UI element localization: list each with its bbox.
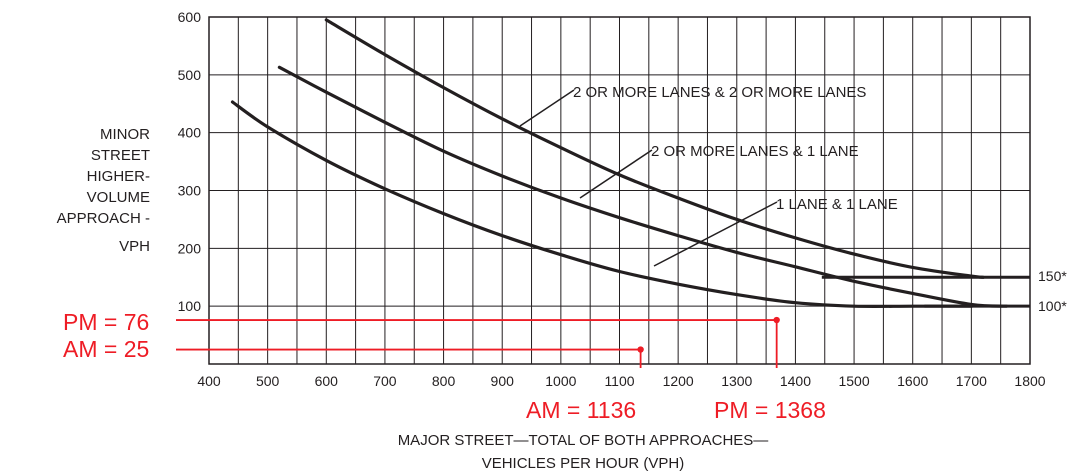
x-tick-label: 1100 [604,373,634,389]
y-axis-label-line: VOLUME [87,189,150,206]
y-axis-label-line: HIGHER- [87,168,150,185]
curve-1-1-lane [230,100,973,309]
y-tick-label: 300 [178,183,202,199]
x-tick-label: 1700 [956,373,987,389]
y-tick-label: 600 [178,9,202,25]
curve-2more-1-lane [277,65,1009,308]
y-axis-label: MINOR STREET HIGHER- VOLUME APPROACH - V… [57,126,151,255]
y-tick-label: 500 [178,67,202,83]
floor-label-100: 100* [1038,298,1067,314]
leader-2more-2more [519,89,575,127]
x-tick-label: 1500 [838,373,869,389]
x-tick-label: 600 [315,373,339,389]
plot-border [208,16,1031,365]
x-axis-label-line: MAJOR STREET—TOTAL OF BOTH APPROACHES— [398,432,769,449]
pm-point [773,316,780,324]
y-tick-label: 200 [178,240,202,256]
x-tick-label: 1400 [780,373,811,389]
x-tick-label: 500 [256,373,280,389]
pm-y-label: PM = 76 [63,309,149,335]
chart-curves [230,18,1030,309]
y-tick-label: 400 [178,125,202,141]
x-tick-label: 1800 [1014,373,1045,389]
curve-label-2more-1: 2 OR MORE LANES & 1 LANE [651,143,859,160]
chart-ticks: 400 500 600 700 800 900 1000 1100 1200 1300 1400 15… [178,9,1046,389]
leader-2more-1 [579,149,653,199]
am-y-label: AM = 25 [63,336,149,362]
curve-label-1-1: 1 LANE & 1 LANE [776,196,898,213]
chart-grid [208,16,1031,365]
y-axis-label-line: APPROACH - [57,210,150,227]
y-axis-label-line: VPH [119,238,150,255]
x-axis-label: MAJOR STREET—TOTAL OF BOTH APPROACHES— V… [398,432,769,472]
am-point [637,346,644,353]
leader-1-1 [653,201,778,267]
x-tick-label: 1200 [663,373,694,389]
x-tick-label: 800 [432,373,456,389]
y-axis-label-line: MINOR [100,126,150,143]
x-tick-label: 1300 [721,373,752,389]
x-tick-label: 700 [373,373,397,389]
x-tick-label: 1000 [545,373,576,389]
am-x-label: AM = 1136 [526,397,636,423]
curve-2more-2more-lanes [324,18,985,279]
floor-labels: 150* 100* [1038,268,1067,314]
chart-annotations [176,316,780,368]
x-axis-label-line: VEHICLES PER HOUR (VPH) [482,455,685,472]
x-tick-label: 1600 [897,373,928,389]
curve-labels: 2 OR MORE LANES & 2 OR MORE LANES 2 OR M… [573,84,898,213]
curve-label-2more-2more: 2 OR MORE LANES & 2 OR MORE LANES [573,84,866,101]
red-annotation-labels: PM = 76 AM = 25 AM = 1136 PM = 1368 [63,309,826,423]
y-axis-label-line: STREET [91,147,150,164]
floor-label-150: 150* [1038,268,1067,284]
x-tick-label: 900 [491,373,515,389]
y-tick-label: 100 [178,298,202,314]
pm-x-label: PM = 1368 [714,397,826,423]
x-tick-label: 400 [197,373,221,389]
